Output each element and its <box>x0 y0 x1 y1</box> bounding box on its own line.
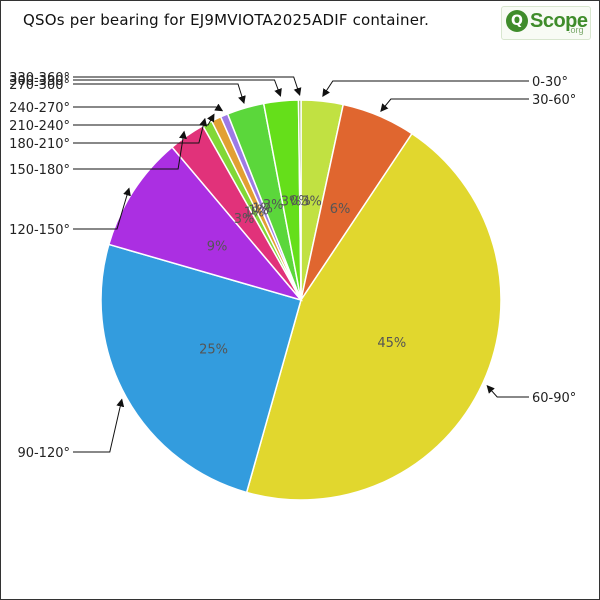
leader-line-240-270 <box>73 103 224 112</box>
slice-percent-label: 6% <box>330 202 351 217</box>
leader-line-150-180 <box>73 130 187 170</box>
leader-line-30-60 <box>380 98 529 112</box>
slice-percent-label: 1% <box>252 202 273 217</box>
slice-percent-label: 3% <box>281 195 302 210</box>
category-label-90-120: 90-120° <box>17 446 70 461</box>
pie-slice-120-150 <box>107 146 304 302</box>
leader-line-330-360 <box>73 76 302 96</box>
category-label-0-30: 0-30° <box>532 75 568 90</box>
pie-slice-60-90 <box>245 132 502 501</box>
slice-percent-label: 0% <box>290 194 311 209</box>
category-label-180-210: 180-210° <box>9 137 70 152</box>
slice-percent-label: 9% <box>207 240 228 255</box>
qscope-logo: Q Scope .org <box>501 6 591 40</box>
category-label-150-180: 150-180° <box>9 163 70 178</box>
leader-line-300-330 <box>73 79 282 97</box>
category-label-120-150: 120-150° <box>9 223 70 238</box>
leader-line-60-90 <box>486 385 529 398</box>
leader-line-180-210 <box>73 117 208 144</box>
category-label-240-270: 240-270° <box>9 101 70 116</box>
leader-line-210-240 <box>73 113 215 126</box>
pie-slice-330-360 <box>297 99 302 301</box>
slice-percent-label: 1% <box>244 206 265 221</box>
slice-percent-label: 3% <box>301 195 322 210</box>
magnifier-icon: Q <box>506 10 528 32</box>
category-label-270-300: 270-300° <box>9 78 70 93</box>
leader-line-0-30 <box>322 80 529 98</box>
slice-percent-label: 3% <box>263 198 284 213</box>
leader-line-120-150 <box>73 187 131 230</box>
category-label-330-360: 330-360° <box>9 71 70 86</box>
leader-line-270-300 <box>73 83 246 105</box>
category-label-30-60: 30-60° <box>532 93 576 108</box>
slice-percent-label: 1% <box>248 203 269 218</box>
slice-percent-label: 45% <box>377 336 406 351</box>
logo-domain: .org <box>568 25 584 35</box>
pie-slice-90-120 <box>100 243 302 494</box>
leader-line-90-120 <box>73 398 125 453</box>
logo-text: Scope <box>530 10 588 32</box>
slice-percent-label: 3% <box>234 212 255 227</box>
chart-title: QSOs per bearing for EJ9MVIOTA2025ADIF c… <box>23 11 430 29</box>
slice-percent-label: 25% <box>199 343 228 358</box>
category-label-60-90: 60-90° <box>532 391 576 406</box>
category-label-210-240: 210-240° <box>9 119 70 134</box>
category-label-300-330: 300-330° <box>9 74 70 89</box>
